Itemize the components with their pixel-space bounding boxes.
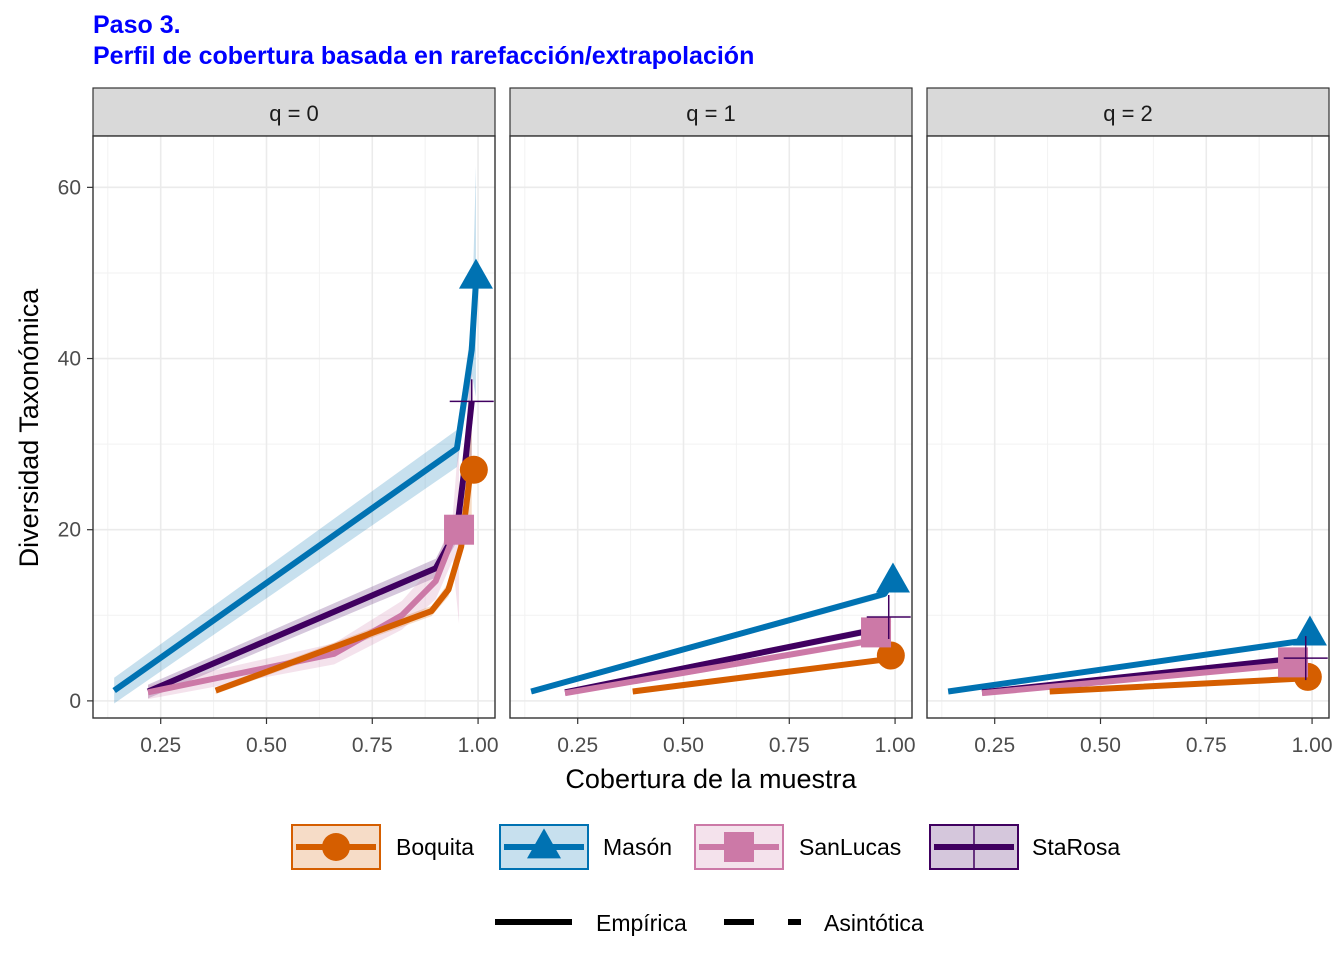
band-SanLucas-1 [148, 435, 460, 700]
facet-label-1: q = 0 [269, 101, 319, 126]
method-label-asintotica: Asintótica [824, 910, 924, 936]
legend-item-SanLucas: SanLucas [694, 824, 901, 870]
facet-panel-2: q = 1 0.25 0.50 0.75 1.00 [509, 87, 916, 757]
x-tick-label-2-1: 0.50 [663, 734, 704, 757]
y-tick-label-2: 40 [58, 348, 81, 371]
point-Masón-1 [458, 258, 493, 289]
method-legend-asintotica: Asintótica [724, 910, 924, 936]
point-Masón-2 [875, 562, 910, 593]
legend-label-Masón: Masón [603, 834, 672, 860]
x-tick-label-1-2: 0.75 [352, 734, 393, 757]
point-Boquita-1 [459, 455, 488, 484]
x-tick-label-1-1: 0.50 [246, 734, 287, 757]
chart-title-line2: Perfil de cobertura basada en rarefacció… [93, 42, 755, 70]
legend-label-StaRosa: StaRosa [1032, 834, 1120, 860]
facet-strip-2 [509, 87, 913, 137]
legend-marker-StaRosa [952, 825, 996, 869]
chart-title-line1: Paso 3. [93, 11, 181, 39]
legend-item-Masón: Masón [499, 824, 672, 870]
legend-item-Boquita: Boquita [291, 824, 474, 870]
x-tick-label-3-0: 0.25 [974, 734, 1015, 757]
facet-panel-3: q = 2 0.25 0.50 0.75 1.00 [926, 87, 1333, 757]
legend-marker-Boquita [322, 833, 350, 861]
band-StaRosa-1 [148, 341, 472, 699]
facet-panels: q = 0 0.25 0.50 0.75 1.00 0 20 40 60 q = 1 0.25 0.5… [58, 87, 1333, 757]
y-tick-label-3: 60 [58, 176, 81, 199]
facet-panel-1: q = 0 0.25 0.50 0.75 1.00 0 20 40 60 [58, 87, 499, 757]
panel-border-1 [92, 135, 496, 719]
x-tick-label-2-3: 1.00 [875, 734, 916, 757]
method-label-empirica: Empírica [596, 910, 687, 936]
panel-border-2 [509, 135, 913, 719]
line-Masón-1 [112, 281, 479, 694]
point-SanLucas-1 [444, 514, 475, 545]
x-tick-label-2-2: 0.75 [769, 734, 810, 757]
point-SanLucas-3 [1278, 647, 1309, 678]
point-SanLucas-2 [861, 617, 892, 648]
point-StaRosa-3 [1283, 636, 1328, 681]
panel-bg-2 [510, 136, 912, 718]
x-tick-label-1-0: 0.25 [140, 734, 181, 757]
panel-bg-3 [927, 136, 1329, 718]
point-Masón-3 [1292, 615, 1327, 646]
x-axis-title: Cobertura de la muestra [565, 764, 857, 794]
method-legend: Empírica Asintótica [495, 910, 924, 936]
legend-item-StaRosa: StaRosa [929, 824, 1120, 870]
facet-label-3: q = 2 [1103, 101, 1153, 126]
point-StaRosa-1 [449, 379, 494, 424]
legend-marker-SanLucas [724, 832, 754, 862]
legend: Boquita Masón SanLucas StaRosa [291, 824, 1120, 870]
x-tick-label-2-0: 0.25 [557, 734, 598, 757]
legend-label-SanLucas: SanLucas [799, 834, 901, 860]
y-tick-label-1: 20 [58, 519, 81, 542]
method-legend-empirica: Empírica [495, 910, 687, 936]
x-tick-label-3-2: 0.75 [1186, 734, 1227, 757]
x-tick-label-3-3: 1.00 [1292, 734, 1333, 757]
point-Boquita-2 [876, 641, 905, 670]
legend-label-Boquita: Boquita [396, 834, 474, 860]
chart-title-block: Paso 3. Perfil de cobertura basada en ra… [93, 10, 754, 72]
y-tick-label-0: 0 [69, 690, 81, 713]
axes-layer: Cobertura de la muestra Diversidad Taxon… [14, 288, 858, 794]
x-tick-label-1-3: 1.00 [458, 734, 499, 757]
x-tick-label-3-1: 0.50 [1080, 734, 1121, 757]
facet-label-2: q = 1 [686, 101, 736, 126]
point-StaRosa-2 [866, 595, 911, 640]
y-axis-title: Diversidad Taxonómica [14, 288, 44, 568]
facet-strip-3 [926, 87, 1330, 137]
legend-marker-Masón [527, 828, 561, 859]
panel-border-3 [926, 135, 1330, 719]
